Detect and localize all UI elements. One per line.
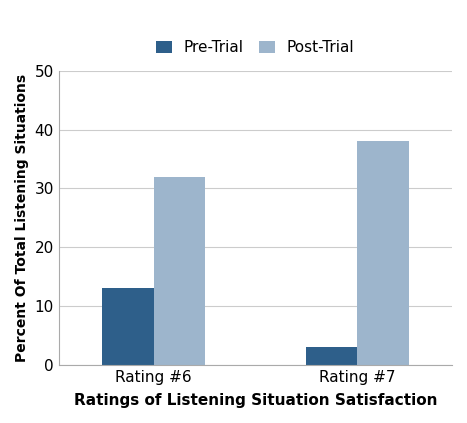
Bar (102, 288, 154, 365)
Bar (357, 141, 409, 365)
Bar (305, 347, 357, 365)
Legend: Pre-Trial, Post-Trial: Pre-Trial, Post-Trial (156, 40, 354, 55)
X-axis label: Ratings of Listening Situation Satisfaction: Ratings of Listening Situation Satisfact… (74, 393, 437, 408)
Y-axis label: Percent Of Total Listening Situations: Percent Of Total Listening Situations (15, 74, 29, 362)
Bar (154, 177, 205, 365)
